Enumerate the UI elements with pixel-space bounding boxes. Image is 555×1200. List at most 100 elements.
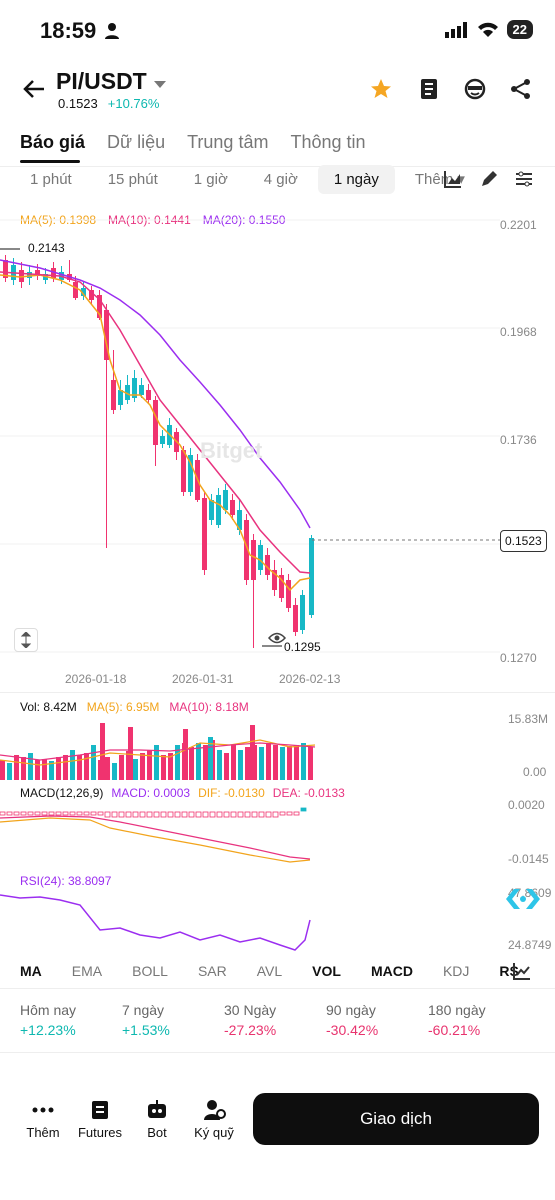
dea-line <box>0 815 311 860</box>
rsi-axis-bottom: 24.8749 <box>508 938 552 952</box>
candlestick-chart[interactable]: Bitget <box>0 200 500 690</box>
volume-bar <box>133 759 138 780</box>
settings-sliders-icon[interactable] <box>515 170 533 193</box>
back-arrow-icon[interactable] <box>22 78 46 105</box>
indicator-settings-icon[interactable] <box>513 962 531 985</box>
tab-data[interactable]: Dữ liệu <box>107 132 166 152</box>
eye-icon[interactable] <box>267 631 287 649</box>
draw-tool-icon[interactable] <box>480 170 498 193</box>
trade-button[interactable]: Giao dịch <box>253 1093 539 1145</box>
ind-sar[interactable]: SAR <box>197 963 227 979</box>
macd-params: MACD(12,26,9) <box>20 786 104 800</box>
price-axis-label: 0.2201 <box>500 218 537 232</box>
interval-1h[interactable]: 1 giờ <box>193 170 228 188</box>
macd-bar <box>279 811 286 816</box>
macd-bar <box>258 811 265 818</box>
tab-center[interactable]: Trung tâm <box>187 132 269 152</box>
ind-kdj[interactable]: KDJ <box>442 963 470 979</box>
macd-bar <box>62 811 69 816</box>
nav-more[interactable]: Thêm <box>18 1098 68 1140</box>
pair-title[interactable]: PI/USDT <box>56 68 147 94</box>
macd-bar <box>83 811 90 816</box>
interval-15m[interactable]: 15 phút <box>107 170 158 188</box>
macd-bar <box>223 811 230 818</box>
candle-body <box>118 390 123 405</box>
interval-more[interactable]: Thêm ▾ <box>414 171 465 188</box>
ind-vol[interactable]: VOL <box>312 963 341 979</box>
bottom-nav: Thêm Futures Bot Ký quỹ <box>0 1090 555 1160</box>
volume-bar <box>168 753 173 780</box>
notebook-icon[interactable] <box>420 78 438 105</box>
ind-boll[interactable]: BOLL <box>132 963 168 979</box>
volume-bar <box>175 745 180 780</box>
chart-type-icon[interactable] <box>444 170 462 193</box>
macd-bar <box>55 811 62 816</box>
star-icon[interactable] <box>370 78 392 105</box>
macd-legend: MACD(12,26,9) MACD: 0.0003 DIF: -0.0130 … <box>20 786 345 800</box>
macd-bar <box>41 811 48 816</box>
macd-chart <box>0 807 311 863</box>
grid-lines <box>0 219 500 653</box>
candle-body <box>139 385 144 395</box>
loading-spinner-icon <box>498 884 548 919</box>
nav-label: Futures <box>77 1125 123 1140</box>
tab-quote[interactable]: Báo giá <box>20 132 86 163</box>
candle-body <box>3 260 8 278</box>
nav-futures[interactable]: Futures <box>75 1098 125 1140</box>
dif-value: DIF: -0.0130 <box>198 786 265 800</box>
macd-bar <box>209 811 216 818</box>
macd-bar <box>97 811 104 816</box>
perf-value: +12.23% <box>20 1022 76 1038</box>
dea-value: DEA: -0.0133 <box>272 786 345 800</box>
expand-vertical-icon[interactable] <box>14 628 38 652</box>
nav-margin[interactable]: Ký quỹ <box>189 1098 239 1140</box>
candle-body <box>216 495 221 525</box>
date-label: 2026-02-13 <box>279 672 341 686</box>
ma10-line <box>0 271 311 574</box>
volume-bar <box>14 755 19 780</box>
volume-bar <box>208 737 213 780</box>
ind-ema[interactable]: EMA <box>71 963 103 979</box>
macd-bar <box>237 811 244 818</box>
candle-body <box>125 385 130 400</box>
vol-ma10-line <box>0 742 316 761</box>
candle-body <box>104 310 109 360</box>
macd-bar <box>181 811 188 818</box>
interval-4h[interactable]: 4 giờ <box>263 170 298 188</box>
interval-1m[interactable]: 1 phút <box>30 170 72 188</box>
interval-1d[interactable]: 1 ngày <box>317 164 395 194</box>
bot-face-icon[interactable] <box>464 78 486 105</box>
interval-more-label: Thêm <box>414 171 454 188</box>
volume-bar <box>294 745 299 780</box>
current-price-tag: 0.1523 <box>500 530 547 552</box>
nav-label: Bot <box>147 1125 167 1140</box>
candle-body <box>153 400 158 445</box>
volume-bar <box>112 763 117 780</box>
candle-body <box>188 455 193 492</box>
divider <box>0 1052 555 1053</box>
volume-bar <box>21 757 26 780</box>
tab-info[interactable]: Thông tin <box>290 132 366 152</box>
divider <box>0 166 555 167</box>
perf-30d: 30 Ngày -27.23% <box>224 1002 326 1038</box>
candle-body <box>160 436 165 444</box>
macd-bar <box>0 811 6 816</box>
ind-avl[interactable]: AVL <box>256 963 283 979</box>
candle-body <box>230 500 235 515</box>
ind-macd[interactable]: MACD <box>370 963 413 979</box>
signal-icon <box>444 21 467 38</box>
candle-body <box>19 270 24 282</box>
volume-bar <box>189 747 194 780</box>
more-dots-icon <box>32 1107 54 1113</box>
interval-bar: 1 phút 15 phút 1 giờ 4 giờ 1 ngày Thêm ▾ <box>14 164 481 194</box>
volume-bar <box>301 743 306 780</box>
volume-bar <box>231 745 236 780</box>
pair-dropdown-icon[interactable] <box>154 76 166 94</box>
macd-bar <box>132 811 139 818</box>
share-icon[interactable] <box>510 78 532 105</box>
nav-bot[interactable]: Bot <box>132 1098 182 1140</box>
volume-bar <box>147 750 152 780</box>
volume-bar <box>63 755 68 780</box>
ind-ma[interactable]: MA <box>20 963 42 979</box>
macd-bar <box>300 807 307 812</box>
